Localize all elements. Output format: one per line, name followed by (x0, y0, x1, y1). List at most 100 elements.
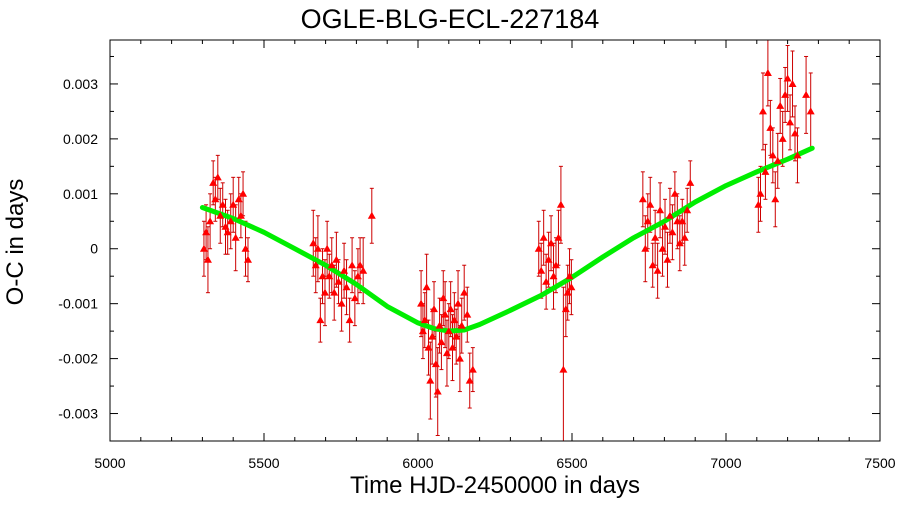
data-point-triangle (450, 316, 459, 324)
data-point-triangle (463, 310, 472, 318)
data-point-triangle (754, 200, 763, 208)
model-curve (199, 145, 815, 334)
data-point-triangle (793, 151, 802, 159)
data-point-triangle (786, 118, 795, 126)
data-point-triangle (318, 272, 327, 280)
data-point-triangle (334, 277, 343, 285)
data-point-triangle (353, 272, 362, 280)
data-point-triangle (221, 222, 230, 230)
data-point-triangle (437, 338, 446, 346)
data-point-triangle (763, 68, 772, 76)
data-point-triangle (223, 228, 232, 236)
data-point-triangle (418, 327, 427, 335)
y-tick-label: -0.002 (58, 351, 98, 367)
y-tick-label: 0.002 (63, 131, 98, 147)
data-point-triangle (653, 266, 662, 274)
data-point-triangle (544, 255, 553, 263)
data-point-triangle (337, 299, 346, 307)
data-point-triangle (802, 90, 811, 98)
data-point-triangle (325, 272, 334, 280)
data-point-triangle (565, 272, 574, 280)
data-point-triangle (206, 217, 215, 225)
data-point-triangle (781, 90, 790, 98)
data-point-triangle (316, 316, 325, 324)
data-point-triangle (661, 222, 670, 230)
chart-title: OGLE-BLG-ECL-227184 (301, 4, 600, 34)
data-point-triangle (311, 261, 320, 269)
data-point-triangle (778, 134, 787, 142)
data-point-triangle (420, 316, 429, 324)
data-point-triangle (771, 195, 780, 203)
data-point-triangle (320, 288, 329, 296)
data-point-triangle (758, 107, 767, 115)
data-point-triangle (556, 200, 565, 208)
data-point-triangle (313, 244, 322, 252)
data-point-triangle (332, 255, 341, 263)
data-point-triangle (431, 360, 440, 368)
data-point-triangle (422, 283, 431, 291)
x-tick-label: 6000 (402, 455, 433, 471)
data-point-triangle (435, 321, 444, 329)
data-point-triangle (656, 206, 665, 214)
data-point-triangle (761, 167, 770, 175)
data-point-triangle (441, 310, 450, 318)
data-point-triangle (756, 189, 765, 197)
data-point-triangle (670, 189, 679, 197)
data-point-triangle (231, 233, 240, 241)
data-point-triangle (417, 299, 426, 307)
data-point-triangle (323, 244, 332, 252)
x-axis-label: Time HJD-2450000 in days (350, 472, 640, 499)
data-point-triangle (356, 261, 365, 269)
data-point-triangle (359, 266, 368, 274)
data-point-triangle (768, 151, 777, 159)
data-point-triangle (465, 376, 474, 384)
x-tick-label: 6500 (556, 455, 587, 471)
y-tick-label: 0.003 (63, 76, 98, 92)
data-point-triangle (234, 195, 243, 203)
data-point-triangle (549, 272, 558, 280)
data-point-triangle (663, 255, 672, 263)
data-point-triangle (790, 129, 799, 137)
data-point-triangle (537, 266, 546, 274)
data-point-triangle (776, 101, 785, 109)
data-point-triangle (648, 261, 657, 269)
data-point-triangle (675, 239, 684, 247)
data-point-triangle (554, 233, 563, 241)
data-point-triangle (454, 299, 463, 307)
y-tick-label: -0.001 (58, 296, 98, 312)
data-point-triangle (567, 283, 576, 291)
data-point-triangle (641, 244, 650, 252)
data-point-triangle (539, 233, 548, 241)
data-point-triangle (452, 332, 461, 340)
data-point-triangle (202, 228, 211, 236)
data-point-triangle (309, 239, 318, 247)
data-point-triangle (350, 294, 359, 302)
data-point-triangle (542, 277, 551, 285)
data-point-triangle (241, 244, 250, 252)
data-point-triangle (547, 239, 556, 247)
data-point-triangle (455, 354, 464, 362)
data-point-triangle (457, 321, 466, 329)
x-tick-label: 5000 (94, 455, 125, 471)
x-tick-label: 7000 (710, 455, 741, 471)
x-tick-label: 5500 (248, 455, 279, 471)
data-point-triangle (216, 211, 225, 219)
data-point-triangle (226, 217, 235, 225)
data-point-triangle (340, 266, 349, 274)
data-point-triangle (646, 200, 655, 208)
data-point-triangle (680, 233, 689, 241)
data-point-triangle (444, 327, 453, 335)
data-point-triangle (428, 332, 437, 340)
data-point-triangle (330, 288, 339, 296)
data-point-triangle (430, 305, 439, 313)
data-point-triangle (773, 156, 782, 164)
data-point-triangle (683, 206, 692, 214)
data-point-triangle (203, 255, 212, 263)
data-point-triangle (327, 261, 336, 269)
data-point-triangle (638, 195, 647, 203)
data-point-triangle (348, 261, 357, 269)
y-tick-label: 0.001 (63, 186, 98, 202)
data-point-triangle (448, 343, 457, 351)
